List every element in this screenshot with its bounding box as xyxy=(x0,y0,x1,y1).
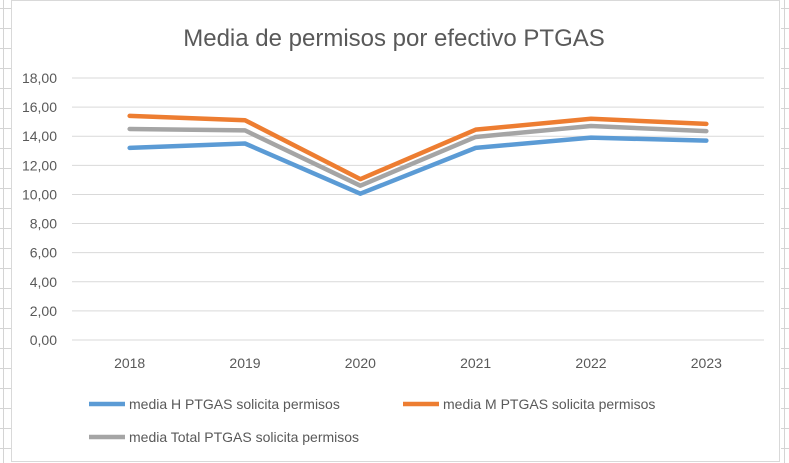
sheet-gridline xyxy=(0,48,11,49)
x-tick-label: 2022 xyxy=(575,355,606,371)
sheet-gridline xyxy=(781,348,789,349)
y-tick-label: 6,00 xyxy=(30,245,57,261)
sheet-gridline xyxy=(0,188,11,189)
sheet-gridline xyxy=(781,368,789,369)
sheet-gridline xyxy=(0,88,11,89)
chart-object[interactable] xyxy=(11,0,780,462)
sheet-gridline xyxy=(0,248,11,249)
sheet-gridline xyxy=(3,0,4,463)
sheet-gridline xyxy=(781,408,789,409)
y-tick-label: 12,00 xyxy=(22,157,57,173)
legend-label: media M PTGAS solicita permisos xyxy=(443,396,655,412)
sheet-gridline xyxy=(0,428,11,429)
x-tick-label: 2019 xyxy=(229,355,260,371)
x-tick-label: 2021 xyxy=(460,355,491,371)
sheet-gridline xyxy=(0,408,11,409)
sheet-gridline xyxy=(0,228,11,229)
chart-legend: media H PTGAS solicita permisos media M P… xyxy=(89,396,655,445)
sheet-gridline xyxy=(0,148,11,149)
sheet-gridline xyxy=(781,248,789,249)
sheet-gridline xyxy=(0,108,11,109)
sheet-gridline xyxy=(781,48,789,49)
x-tick-label: 2018 xyxy=(114,355,145,371)
series-line xyxy=(127,123,709,188)
sheet-gridline xyxy=(0,8,11,9)
sheet-gridline xyxy=(0,128,11,129)
sheet-gridline xyxy=(0,388,11,389)
sheet-gridline xyxy=(781,188,789,189)
sheet-gridline xyxy=(0,348,11,349)
sheet-gridline xyxy=(781,428,789,429)
sheet-gridline xyxy=(781,8,789,9)
sheet-gridline xyxy=(781,228,789,229)
series-line xyxy=(127,113,709,182)
y-tick-label: 18,00 xyxy=(22,70,57,86)
sheet-gridline xyxy=(0,268,11,269)
y-tick-label: 8,00 xyxy=(30,216,57,232)
sheet-gridline xyxy=(0,68,11,69)
sheet-gridline xyxy=(781,128,789,129)
sheet-gridline xyxy=(0,308,11,309)
sheet-gridline xyxy=(0,288,11,289)
y-tick-label: 16,00 xyxy=(22,99,57,115)
sheet-gridline xyxy=(781,108,789,109)
chart-gridlines xyxy=(72,77,764,341)
x-tick-label: 2020 xyxy=(345,355,376,371)
y-tick-label: 14,00 xyxy=(22,128,57,144)
chart-title: Media de permisos por efectivo PTGAS xyxy=(183,25,605,52)
legend-label: media Total PTGAS solicita permisos xyxy=(129,429,359,445)
sheet-gridline xyxy=(0,328,11,329)
sheet-gridline xyxy=(781,448,789,449)
sheet-gridline xyxy=(0,28,11,29)
sheet-gridline xyxy=(781,68,789,69)
sheet-gridline xyxy=(781,328,789,329)
series-lines xyxy=(127,113,709,196)
sheet-gridline xyxy=(781,148,789,149)
x-tick-label: 2023 xyxy=(691,355,722,371)
y-tick-label: 10,00 xyxy=(22,186,57,202)
sheet-gridline xyxy=(781,268,789,269)
sheet-gridline xyxy=(0,368,11,369)
y-tick-label: 4,00 xyxy=(30,274,57,290)
x-axis-labels: 2018 2019 2020 2021 2022 2023 xyxy=(114,355,722,371)
sheet-gridline xyxy=(781,28,789,29)
y-tick-label: 0,00 xyxy=(30,332,57,348)
y-tick-label: 2,00 xyxy=(30,303,57,319)
sheet-gridline xyxy=(781,308,789,309)
sheet-gridline xyxy=(784,0,785,463)
series-line xyxy=(127,135,709,196)
sheet-gridline xyxy=(781,88,789,89)
legend-label: media H PTGAS solicita permisos xyxy=(129,396,340,412)
sheet-gridline xyxy=(0,208,11,209)
y-axis-labels: 0,00 2,00 4,00 6,00 8,00 10,00 12,00 14,00 16,00… xyxy=(22,70,57,348)
sheet-gridline xyxy=(781,208,789,209)
sheet-gridline xyxy=(0,448,11,449)
sheet-gridline xyxy=(781,168,789,169)
sheet-gridline xyxy=(781,288,789,289)
sheet-gridline xyxy=(0,168,11,169)
sheet-gridline xyxy=(781,388,789,389)
